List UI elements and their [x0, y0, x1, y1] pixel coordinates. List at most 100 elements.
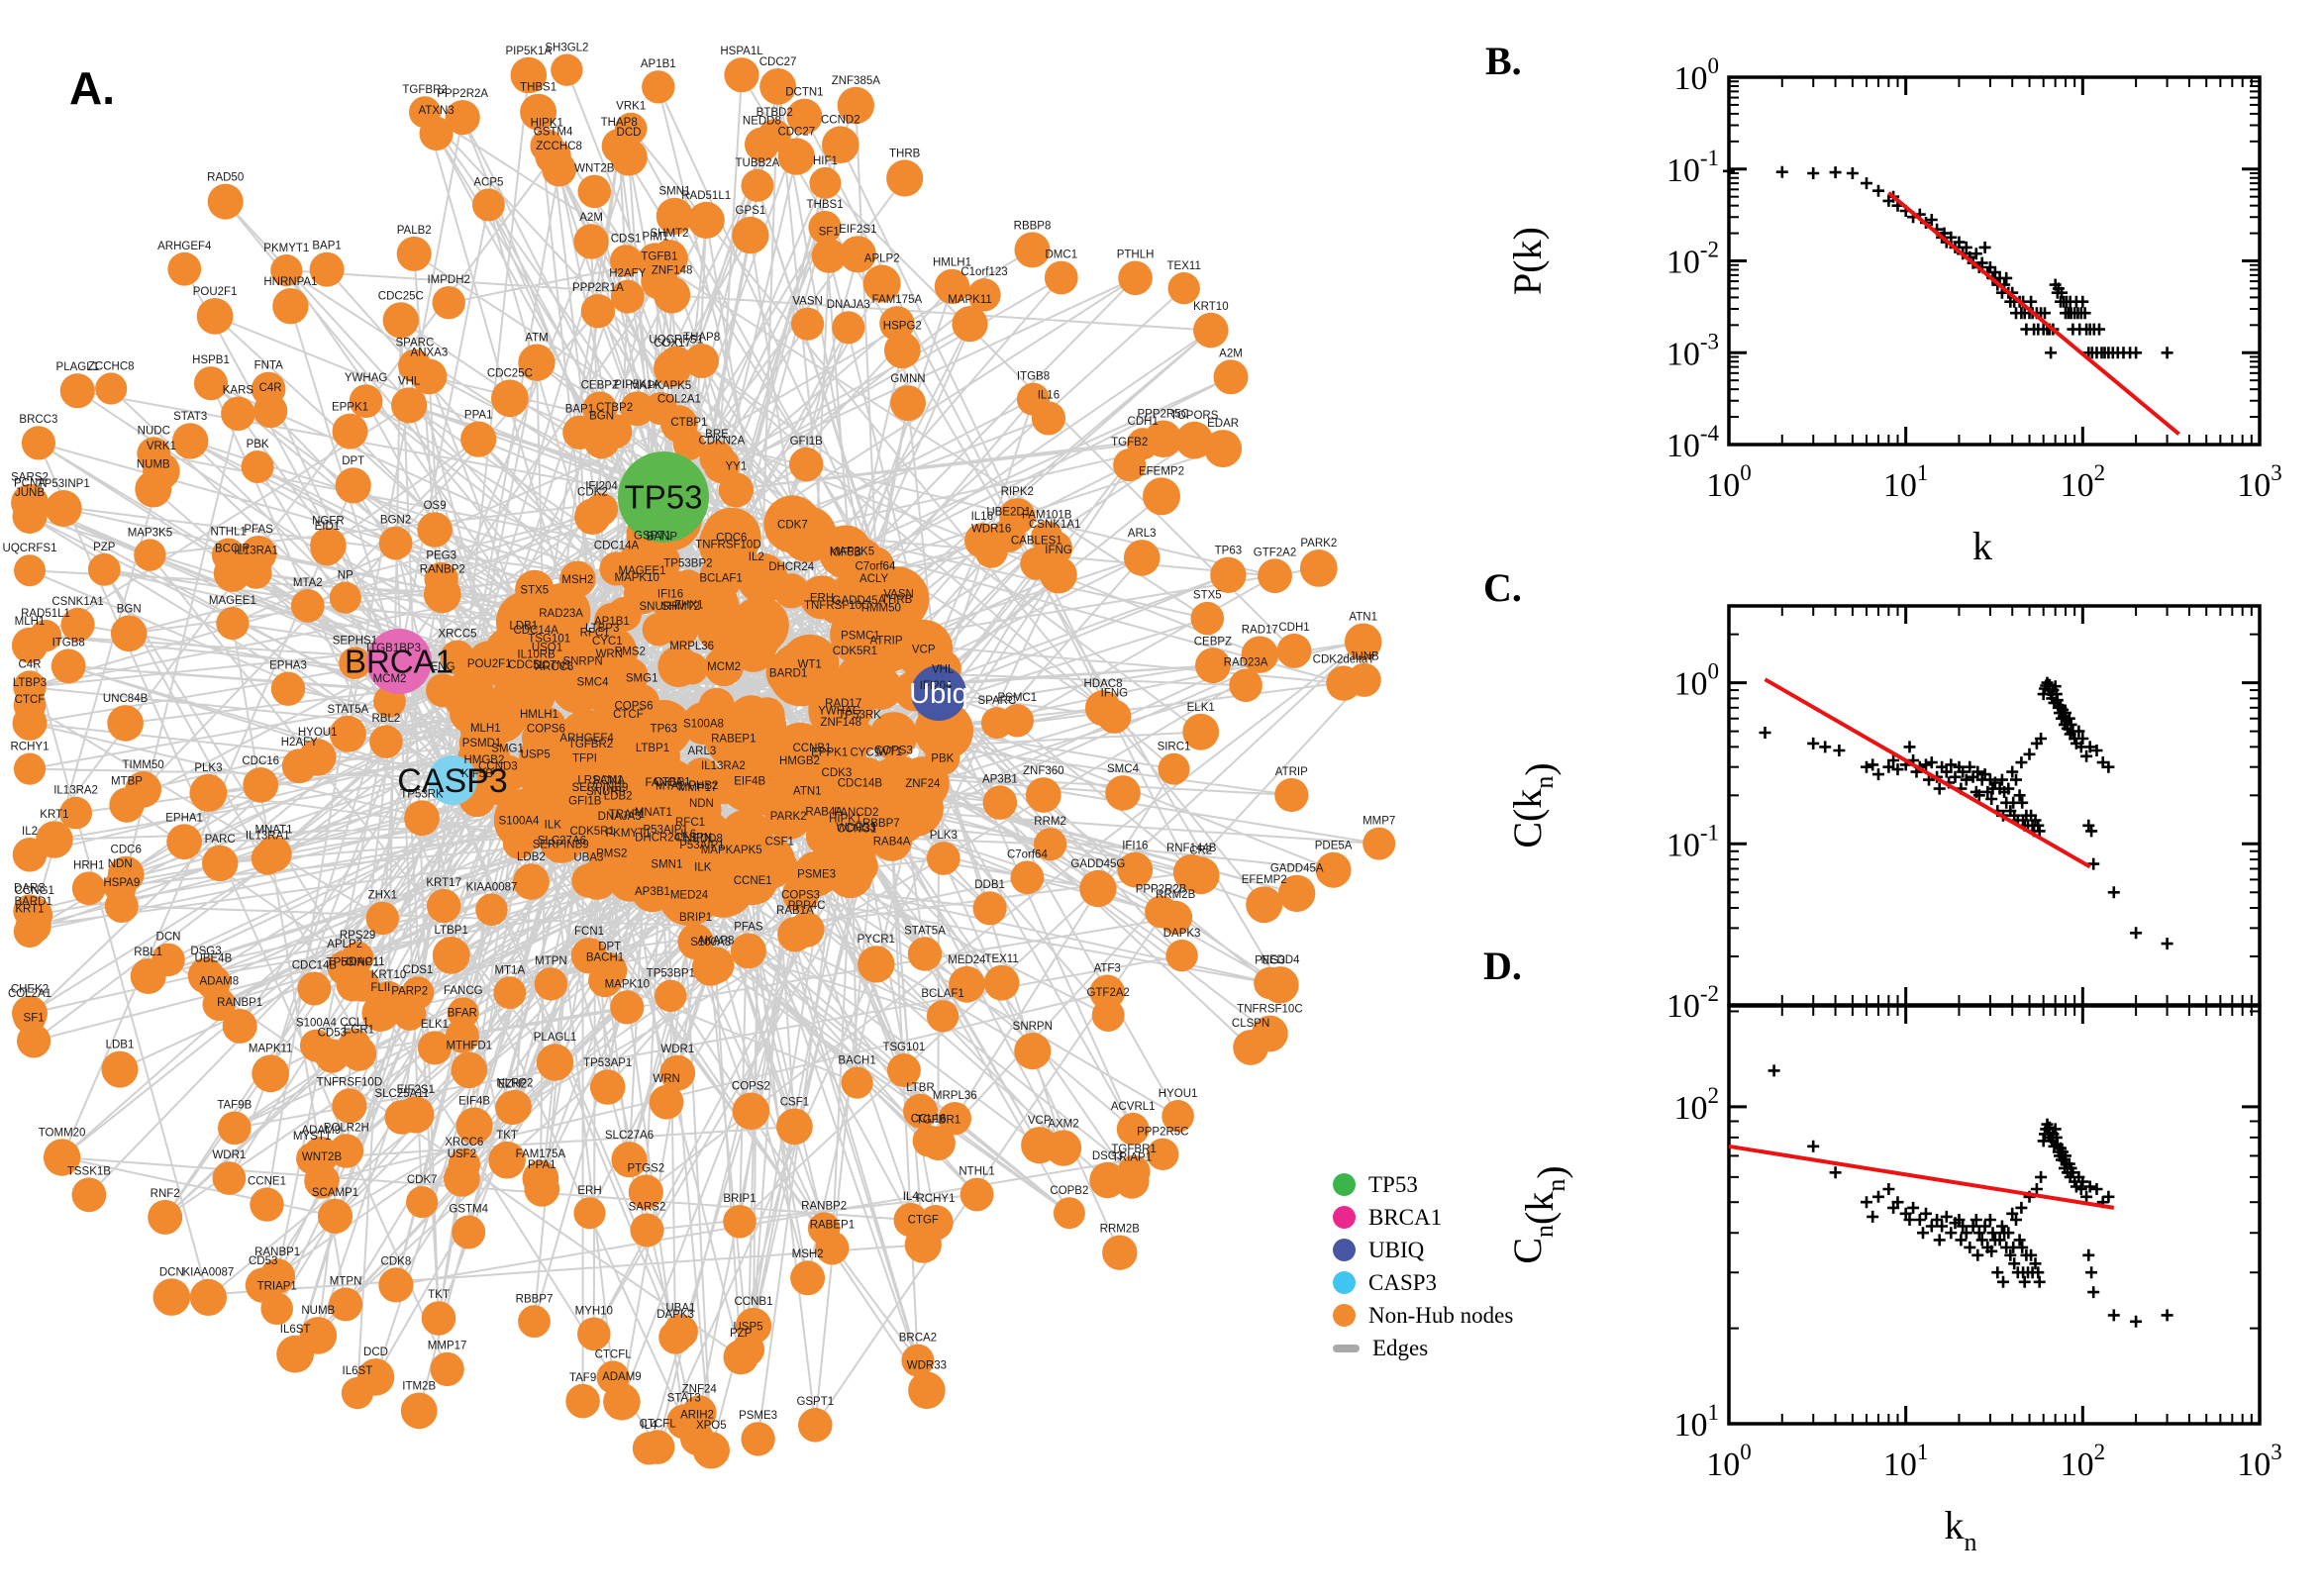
gene-node[interactable]: [299, 1317, 338, 1354]
gene-node[interactable]: [211, 538, 246, 572]
gene-node[interactable]: [582, 391, 618, 427]
gene-node[interactable]: [341, 942, 374, 974]
gene-node[interactable]: [894, 619, 954, 679]
gene-node[interactable]: [614, 112, 648, 146]
gene-node[interactable]: [580, 294, 616, 329]
gene-node[interactable]: [448, 1148, 481, 1181]
gene-node[interactable]: [1040, 555, 1077, 594]
gene-node[interactable]: [451, 1051, 488, 1089]
gene-node[interactable]: [793, 850, 840, 897]
gene-node[interactable]: [221, 396, 255, 432]
gene-node[interactable]: [663, 613, 698, 648]
gene-node[interactable]: [447, 997, 479, 1030]
gene-node[interactable]: [641, 844, 674, 877]
gene-node[interactable]: [732, 1092, 770, 1131]
gene-node[interactable]: [654, 276, 691, 314]
gene-node[interactable]: [166, 824, 203, 860]
gene-node[interactable]: [59, 373, 95, 409]
gene-node[interactable]: [148, 1199, 183, 1235]
gene-node[interactable]: [562, 415, 597, 449]
gene-node[interactable]: [1193, 312, 1229, 349]
gene-node[interactable]: [522, 1159, 559, 1197]
gene-node[interactable]: [926, 842, 960, 875]
gene-node[interactable]: [1182, 713, 1220, 750]
gene-node[interactable]: [1021, 1127, 1059, 1164]
gene-node[interactable]: [13, 752, 47, 785]
gene-node[interactable]: [759, 68, 796, 105]
gene-node[interactable]: [577, 174, 612, 209]
gene-node[interactable]: [832, 531, 871, 570]
gene-node[interactable]: [130, 958, 166, 994]
gene-node[interactable]: [632, 1432, 666, 1465]
gene-node[interactable]: [336, 968, 369, 1002]
gene-node[interactable]: [1118, 260, 1153, 296]
gene-node[interactable]: [493, 976, 527, 1010]
gene-node[interactable]: [196, 298, 234, 335]
gene-node[interactable]: [786, 98, 823, 135]
gene-node[interactable]: [1254, 966, 1286, 1000]
gene-node[interactable]: [452, 1215, 486, 1249]
gene-node[interactable]: [685, 851, 719, 884]
gene-node[interactable]: [832, 311, 865, 345]
gene-node[interactable]: [1210, 556, 1247, 593]
gene-node[interactable]: [659, 1054, 696, 1091]
gene-node[interactable]: [202, 845, 239, 882]
gene-node[interactable]: [515, 569, 555, 610]
gene-node[interactable]: [967, 278, 1001, 312]
gene-node[interactable]: [849, 758, 881, 791]
gene-node[interactable]: [281, 748, 317, 784]
gene-node[interactable]: [732, 216, 769, 254]
gene-node[interactable]: [309, 251, 345, 287]
gene-node[interactable]: [12, 705, 48, 741]
gene-node[interactable]: [317, 1198, 354, 1234]
gene-node[interactable]: [440, 640, 475, 675]
gene-node[interactable]: [29, 619, 62, 652]
gene-node[interactable]: [252, 1054, 290, 1093]
gene-node[interactable]: [843, 721, 877, 755]
gene-node[interactable]: [13, 915, 47, 948]
gene-node[interactable]: [445, 1019, 479, 1053]
gene-node[interactable]: [886, 159, 924, 197]
gene-node[interactable]: [610, 245, 643, 277]
gene-node[interactable]: [296, 1143, 329, 1175]
gene-node[interactable]: [417, 1031, 453, 1065]
gene-node[interactable]: [427, 888, 461, 924]
gene-node[interactable]: [329, 715, 366, 752]
gene-node[interactable]: [1190, 601, 1225, 636]
gene-node[interactable]: [43, 1139, 81, 1176]
gene-node[interactable]: [584, 492, 619, 527]
gene-node[interactable]: [1276, 633, 1312, 668]
gene-node[interactable]: [1158, 752, 1190, 785]
gene-node[interactable]: [518, 344, 556, 381]
gene-node[interactable]: [299, 1029, 333, 1062]
gene-node[interactable]: [740, 563, 773, 596]
gene-node[interactable]: [864, 624, 914, 673]
gene-node[interactable]: [400, 1392, 438, 1430]
gene-node[interactable]: [332, 413, 368, 449]
gene-node[interactable]: [1315, 851, 1352, 888]
gene-node[interactable]: [730, 933, 766, 969]
gene-node[interactable]: [999, 498, 1036, 535]
gene-node[interactable]: [808, 210, 842, 245]
gene-node[interactable]: [649, 1084, 684, 1120]
gene-node[interactable]: [95, 372, 128, 405]
gene-node[interactable]: [777, 916, 813, 952]
gene-node[interactable]: [13, 670, 47, 704]
gene-node[interactable]: [1031, 401, 1065, 436]
gene-node[interactable]: [883, 332, 921, 369]
gene-node[interactable]: [1147, 1138, 1179, 1171]
gene-node[interactable]: [137, 437, 171, 471]
gene-node[interactable]: [349, 384, 383, 418]
gene-node[interactable]: [218, 1111, 252, 1146]
gene-node[interactable]: [13, 1000, 47, 1034]
gene-node[interactable]: [573, 224, 609, 259]
gene-node[interactable]: [577, 1317, 611, 1351]
gene-node[interactable]: [904, 1226, 942, 1263]
gene-node[interactable]: [1213, 359, 1249, 395]
gene-node[interactable]: [450, 694, 488, 734]
gene-node[interactable]: [14, 554, 46, 587]
hub-casp3-node[interactable]: [428, 755, 477, 805]
gene-node[interactable]: [949, 965, 985, 1003]
gene-node[interactable]: [329, 581, 361, 614]
gene-node[interactable]: [270, 671, 306, 706]
